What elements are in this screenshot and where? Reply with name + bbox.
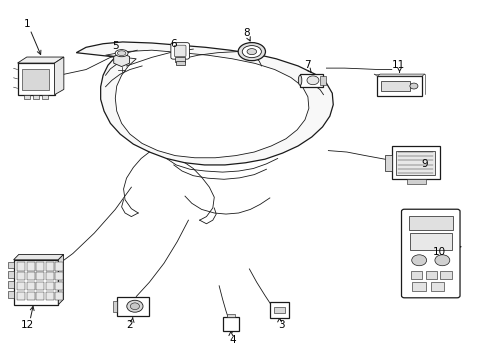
Bar <box>408 216 452 230</box>
Text: 9: 9 <box>421 159 427 169</box>
Bar <box>300 74 323 87</box>
Polygon shape <box>14 255 63 260</box>
Circle shape <box>409 83 417 89</box>
FancyBboxPatch shape <box>174 45 185 57</box>
Bar <box>409 233 451 250</box>
Polygon shape <box>55 57 64 95</box>
Bar <box>384 154 391 171</box>
Bar <box>395 150 434 175</box>
Text: 6: 6 <box>170 39 177 49</box>
Bar <box>273 307 285 313</box>
Bar <box>112 301 117 312</box>
Text: 5: 5 <box>112 41 119 50</box>
Bar <box>55 282 63 290</box>
Bar <box>36 273 44 280</box>
Bar <box>17 292 25 300</box>
Polygon shape <box>18 63 55 95</box>
Text: 1: 1 <box>24 19 31 29</box>
Polygon shape <box>14 260 58 305</box>
Text: 2: 2 <box>126 320 133 330</box>
Bar <box>36 262 44 271</box>
Ellipse shape <box>238 42 265 60</box>
Polygon shape <box>105 50 308 158</box>
Ellipse shape <box>242 46 261 58</box>
Ellipse shape <box>246 49 256 55</box>
Bar <box>17 282 25 290</box>
Text: 10: 10 <box>432 247 445 257</box>
Text: 4: 4 <box>228 334 235 345</box>
Ellipse shape <box>298 75 301 85</box>
Bar <box>223 318 238 331</box>
Bar <box>406 179 425 184</box>
Bar <box>24 95 30 99</box>
Bar <box>36 282 44 290</box>
Bar <box>27 292 35 300</box>
Bar <box>430 282 444 291</box>
FancyBboxPatch shape <box>401 209 459 298</box>
Bar <box>8 291 14 298</box>
Polygon shape <box>58 255 63 305</box>
Bar <box>391 146 439 179</box>
Polygon shape <box>114 53 129 67</box>
Circle shape <box>126 300 142 312</box>
Bar <box>27 273 35 280</box>
Bar <box>8 271 14 278</box>
Circle shape <box>434 255 449 266</box>
Bar <box>42 95 48 99</box>
Circle shape <box>306 76 318 85</box>
Text: 7: 7 <box>304 60 310 70</box>
Bar <box>45 262 54 271</box>
Bar <box>117 297 149 316</box>
Bar <box>425 271 436 279</box>
Bar <box>439 271 451 279</box>
Bar <box>17 273 25 280</box>
Bar <box>175 61 184 64</box>
Bar <box>17 262 25 271</box>
Polygon shape <box>376 74 424 76</box>
Text: 3: 3 <box>277 320 284 330</box>
Bar <box>376 76 421 96</box>
Text: 12: 12 <box>21 320 34 330</box>
Bar <box>45 273 54 280</box>
Text: 8: 8 <box>243 28 250 38</box>
Polygon shape <box>22 69 49 90</box>
Ellipse shape <box>115 50 128 57</box>
Bar <box>174 57 185 62</box>
Bar <box>27 282 35 290</box>
Bar <box>55 273 63 280</box>
Bar <box>319 76 325 85</box>
Bar <box>411 282 425 291</box>
Bar <box>36 292 44 300</box>
Bar <box>33 95 39 99</box>
Bar <box>380 81 409 91</box>
Bar <box>8 281 14 288</box>
Ellipse shape <box>117 51 125 55</box>
Text: 11: 11 <box>391 60 404 70</box>
Bar <box>8 262 14 268</box>
Bar <box>410 271 422 279</box>
Circle shape <box>411 255 426 266</box>
Bar <box>45 282 54 290</box>
Circle shape <box>130 303 139 310</box>
Bar <box>27 262 35 271</box>
Bar <box>55 262 63 271</box>
Polygon shape <box>76 42 332 165</box>
FancyBboxPatch shape <box>170 42 189 59</box>
Bar <box>270 302 288 318</box>
Bar <box>226 314 234 318</box>
Polygon shape <box>18 57 64 63</box>
Bar <box>55 292 63 300</box>
Bar <box>45 292 54 300</box>
